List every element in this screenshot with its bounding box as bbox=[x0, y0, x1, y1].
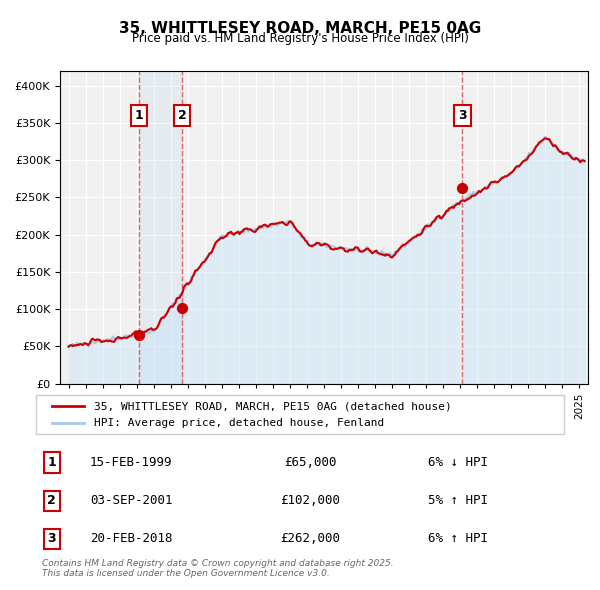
Text: 35, WHITTLESEY ROAD, MARCH, PE15 0AG: 35, WHITTLESEY ROAD, MARCH, PE15 0AG bbox=[119, 21, 481, 35]
Text: 6% ↓ HPI: 6% ↓ HPI bbox=[428, 456, 488, 469]
Text: 35, WHITTLESEY ROAD, MARCH, PE15 0AG (detached house): 35, WHITTLESEY ROAD, MARCH, PE15 0AG (de… bbox=[94, 401, 452, 411]
Text: 5% ↑ HPI: 5% ↑ HPI bbox=[428, 494, 488, 507]
Text: HPI: Average price, detached house, Fenland: HPI: Average price, detached house, Fenl… bbox=[94, 418, 385, 428]
Text: 3: 3 bbox=[458, 109, 467, 122]
Bar bbox=[139, 71, 182, 384]
Text: 15-FEB-1999: 15-FEB-1999 bbox=[90, 456, 172, 469]
Text: £102,000: £102,000 bbox=[281, 494, 341, 507]
Text: 1: 1 bbox=[134, 109, 143, 122]
Text: 2: 2 bbox=[178, 109, 187, 122]
Text: Contains HM Land Registry data © Crown copyright and database right 2025.
This d: Contains HM Land Registry data © Crown c… bbox=[42, 559, 394, 578]
Text: £262,000: £262,000 bbox=[281, 532, 341, 545]
FancyBboxPatch shape bbox=[36, 395, 564, 434]
Text: £65,000: £65,000 bbox=[284, 456, 337, 469]
Text: 3: 3 bbox=[47, 532, 56, 545]
Text: 1: 1 bbox=[47, 456, 56, 469]
Text: 6% ↑ HPI: 6% ↑ HPI bbox=[428, 532, 488, 545]
Text: Price paid vs. HM Land Registry's House Price Index (HPI): Price paid vs. HM Land Registry's House … bbox=[131, 32, 469, 45]
Point bbox=[458, 183, 467, 193]
Text: 2: 2 bbox=[47, 494, 56, 507]
Point bbox=[134, 330, 143, 340]
Text: 03-SEP-2001: 03-SEP-2001 bbox=[90, 494, 172, 507]
Point bbox=[178, 303, 187, 312]
Text: 20-FEB-2018: 20-FEB-2018 bbox=[90, 532, 172, 545]
